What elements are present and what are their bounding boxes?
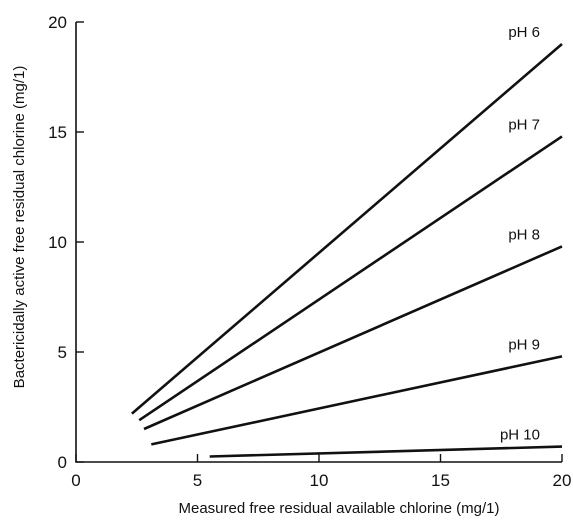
- series-line: [143, 245, 563, 431]
- y-tick-label: 5: [58, 343, 67, 362]
- series-line: [131, 43, 563, 415]
- series-label: pH 8: [508, 226, 540, 243]
- x-tick-label: 5: [193, 471, 202, 490]
- series-line: [138, 135, 563, 422]
- y-tick-label: 20: [48, 13, 67, 32]
- series-label: pH 7: [508, 116, 540, 133]
- y-tick-label: 0: [58, 453, 67, 472]
- series-label: pH 6: [508, 24, 540, 41]
- series-label: pH 10: [500, 427, 540, 444]
- x-axis-label: Measured free residual available chlorin…: [179, 500, 500, 517]
- ticks: 0 5 10 15 20 0 5 10 15 20: [48, 13, 571, 490]
- series-label: pH 9: [508, 336, 540, 353]
- y-axis-label: Bactericidally active free residual chlo…: [11, 66, 28, 389]
- x-tick-label: 20: [553, 471, 572, 490]
- series-group: pH 6 pH 7 pH 8 pH 9 pH 10: [131, 24, 563, 458]
- x-tick-label: 10: [310, 471, 329, 490]
- axis-frame: [75, 22, 562, 463]
- y-tick-label: 15: [48, 123, 67, 142]
- y-tick-label: 10: [48, 233, 67, 252]
- x-tick-label: 0: [71, 471, 80, 490]
- axes: [75, 22, 562, 463]
- x-tick-label: 15: [431, 471, 450, 490]
- series-line: [151, 355, 563, 446]
- series-line: [209, 445, 563, 458]
